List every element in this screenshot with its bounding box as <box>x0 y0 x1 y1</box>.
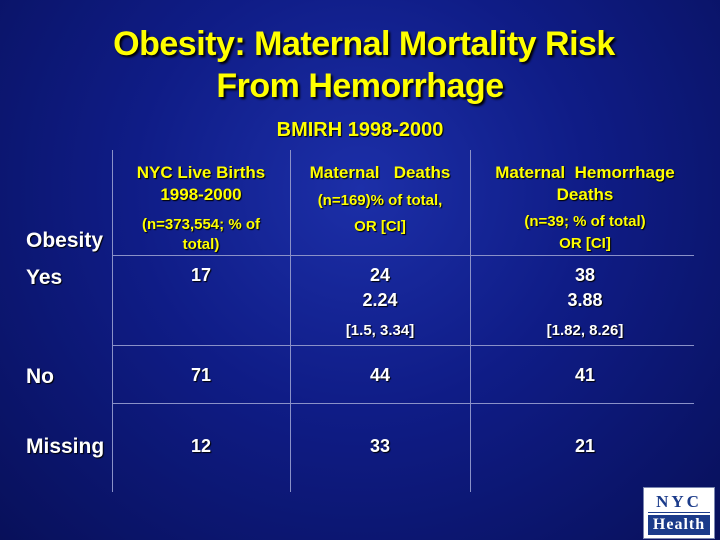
slide-title-line2: From Hemorrhage <box>216 67 504 105</box>
cell-deaths-ci: [1.5, 3.34] <box>345 322 415 339</box>
cell-deaths: 33 <box>369 436 391 456</box>
cell-hemorrhage: 21 <box>574 436 596 456</box>
table-divider-h1 <box>112 255 694 256</box>
header-subtext: (n=373,554; % of <box>142 216 260 233</box>
cell-hemorrhage: 38 <box>574 265 596 285</box>
row-label: No <box>26 365 54 388</box>
table-divider-h3 <box>112 403 694 404</box>
header-text: Maternal Hemorrhage <box>495 163 675 182</box>
cell-hemorrhage-ci: [1.82, 8.26] <box>546 322 624 339</box>
header-subtext: OR [CI] <box>559 235 611 252</box>
slide-title-line1: Obesity: Maternal Mortality Risk <box>113 25 615 63</box>
logo-text-bottom: Health <box>648 515 710 535</box>
slide-subtitle: BMIRH 1998-2000 <box>276 119 444 141</box>
table-divider-v3 <box>470 150 471 492</box>
cell-hemorrhage: 41 <box>574 365 596 385</box>
cell-births: 17 <box>190 265 212 285</box>
nyc-health-logo: NYC Health <box>643 487 715 539</box>
header-text: Deaths <box>556 185 614 204</box>
row-label: Missing <box>26 435 105 458</box>
cell-deaths: 44 <box>369 365 391 385</box>
table-divider-h2 <box>112 345 694 346</box>
table-divider-v2 <box>290 150 291 492</box>
row-header-obesity: Obesity <box>26 229 104 252</box>
logo-text-top: NYC <box>648 492 710 513</box>
cell-births: 71 <box>190 365 212 385</box>
cell-deaths-or: 2.24 <box>362 290 398 310</box>
header-text: 1998-2000 <box>160 185 242 204</box>
header-text: Maternal Deaths <box>309 163 451 182</box>
cell-deaths: 24 <box>369 265 391 285</box>
row-label: Yes <box>26 266 63 289</box>
header-subtext: (n=169)% of total, <box>317 192 443 209</box>
header-text: NYC Live Births <box>136 163 266 182</box>
header-subtext: OR [CI] <box>354 218 406 235</box>
table-divider-v1 <box>112 150 113 492</box>
cell-births: 12 <box>190 436 212 456</box>
cell-hemorrhage-or: 3.88 <box>567 290 603 310</box>
header-subtext: (n=39; % of total) <box>524 213 646 230</box>
header-subtext: total) <box>182 236 220 253</box>
